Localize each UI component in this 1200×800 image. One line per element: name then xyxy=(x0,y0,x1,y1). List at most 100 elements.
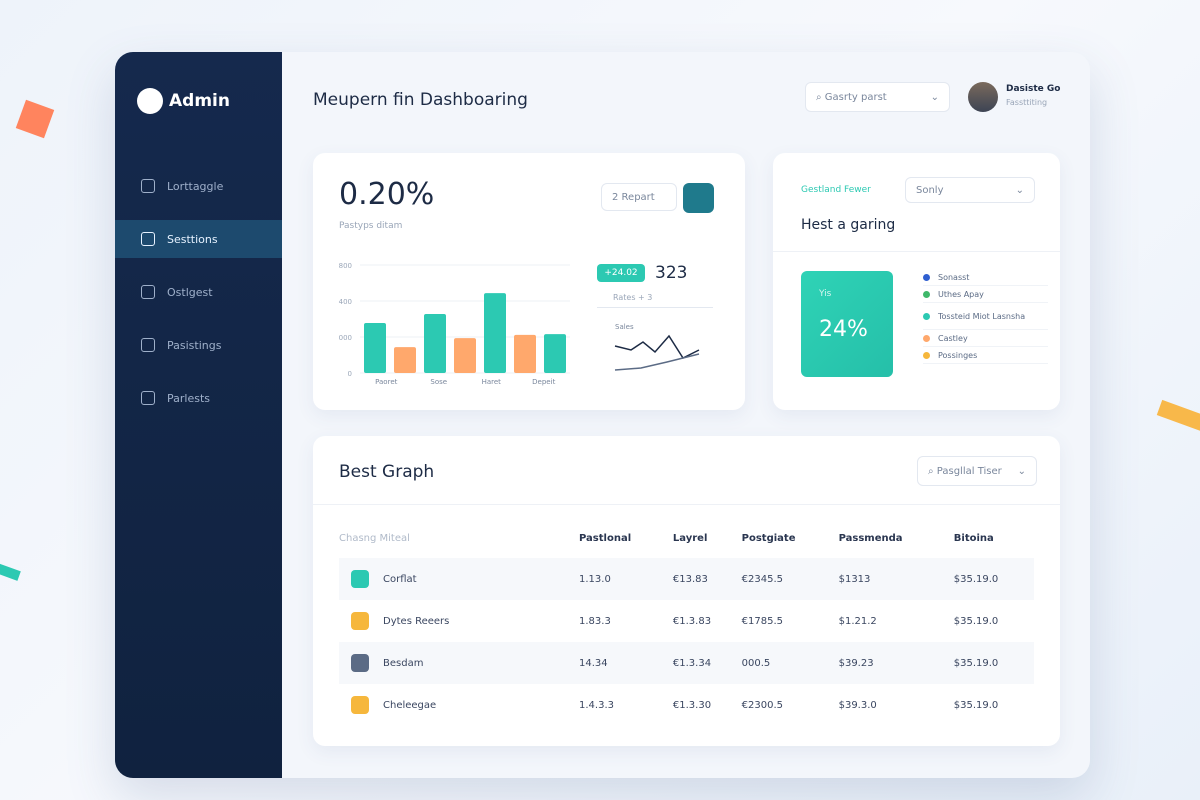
cell-text: $39.23 xyxy=(838,657,874,669)
legend-item: Uthes Apay xyxy=(923,286,1048,303)
cell-text: €1.3.83 xyxy=(672,615,712,627)
legend-dot xyxy=(923,312,930,320)
divider xyxy=(597,307,713,308)
nav-icon xyxy=(141,179,155,193)
table-row[interactable]: Corflat 1.13.0 €13.83 €2345.5 $1313 $35.19.0 xyxy=(339,558,1034,600)
nav-label: Sesttions xyxy=(167,232,218,246)
legend-text: Possinges xyxy=(938,350,978,360)
nav-item[interactable]: Ostlgest xyxy=(115,273,282,311)
report-text: 2 Repart xyxy=(612,191,655,203)
table-search[interactable]: ⌕ Pasgllal Tiser ⌄ xyxy=(917,456,1037,486)
cell-text: 000.5 xyxy=(741,657,771,669)
side-heading: Hest a garing xyxy=(801,217,896,233)
bar xyxy=(394,347,416,373)
kpi-tile: Yis 24% xyxy=(801,271,893,377)
cell-text: $35.19.0 xyxy=(953,615,999,627)
table-cell: $35.19.0 xyxy=(954,558,1034,600)
column-header: Layrel xyxy=(672,532,708,544)
report-button[interactable]: 2 Repart xyxy=(601,183,677,211)
table-cell: $1313 xyxy=(839,558,954,600)
nav-icon xyxy=(141,232,155,246)
table-cell: $35.19.0 xyxy=(954,642,1034,684)
cell-text: €13.83 xyxy=(672,573,708,585)
tile-value: 24% xyxy=(819,317,868,342)
legend-item: Tossteid Miot Lasnsha xyxy=(923,303,1048,330)
table-cell: 14.34 xyxy=(579,642,673,684)
user-name: Dasiste Go xyxy=(1006,84,1061,94)
side-select[interactable]: Sonly ⌄ xyxy=(905,177,1035,203)
column-header: Bitoina xyxy=(953,532,994,544)
nav-label: Pasistings xyxy=(167,338,222,352)
cell-text: €1.3.34 xyxy=(672,657,712,669)
bar xyxy=(514,334,536,373)
row-icon xyxy=(351,570,369,588)
y-tick-label: 400 xyxy=(339,298,352,306)
row-icon xyxy=(351,696,369,714)
nav-label: Ostlgest xyxy=(167,285,213,299)
y-tick-label: 000 xyxy=(339,334,352,342)
legend-item: Possinges xyxy=(923,347,1048,364)
table-cell: $39.23 xyxy=(839,642,954,684)
bar xyxy=(484,293,506,373)
legend-text: Sonasst xyxy=(938,272,970,282)
nav-label: Parlests xyxy=(167,391,211,405)
nav-item[interactable]: Pasistings xyxy=(115,326,282,364)
table-cell: Corflat xyxy=(339,558,579,600)
cell-text: Cheleegae xyxy=(383,700,437,711)
select-text: Sonly xyxy=(916,184,944,196)
table-cell: €1.3.83 xyxy=(673,600,742,642)
table-cell: Dytes Reeers xyxy=(339,600,579,642)
column-header: Pastlonal xyxy=(579,532,632,544)
column-header: Postgiate xyxy=(741,532,796,544)
stat-card: 0.20% Pastyps ditam 2 Repart 0 000 400 800 P… xyxy=(313,153,745,410)
edit-button[interactable] xyxy=(683,183,714,213)
table-row[interactable]: Dytes Reeers 1.83.3 €1.3.83 €1785.5 $1.21.2 $… xyxy=(339,600,1034,642)
table-cell: €1.3.30 xyxy=(673,684,742,726)
cell-text: $35.19.0 xyxy=(953,657,999,669)
search-box[interactable]: ⌕ Gasrty parst ⌄ xyxy=(805,82,950,112)
brand[interactable]: Admin xyxy=(137,88,230,114)
table-cell: 1.83.3 xyxy=(579,600,673,642)
table-cell: $39.3.0 xyxy=(839,684,954,726)
cell-text: $35.19.0 xyxy=(953,573,999,585)
decor xyxy=(15,99,55,139)
nav-label: Lorttaggle xyxy=(167,179,224,193)
cell-text: $35.19.0 xyxy=(953,699,999,711)
cell-text: Dytes Reeers xyxy=(383,616,450,627)
cell-text: €1.3.30 xyxy=(672,699,712,711)
nav-item[interactable]: Parlests xyxy=(115,379,282,417)
cell-text: €1785.5 xyxy=(741,615,784,627)
table-cell: $35.19.0 xyxy=(954,600,1034,642)
nav-item[interactable]: Sesttions xyxy=(115,220,282,258)
table-cell: $35.19.0 xyxy=(954,684,1034,726)
side-label: Gestland Fewer xyxy=(801,185,871,195)
table-cell: $1.21.2 xyxy=(839,600,954,642)
badge: +24.02 xyxy=(597,264,645,282)
avatar[interactable] xyxy=(968,82,998,112)
bar xyxy=(424,313,446,373)
table-row[interactable]: Cheleegae 1.4.3.3 €1.3.30 €2300.5 $39.3.0 $35… xyxy=(339,684,1034,726)
legend: Sonasst Uthes Apay Tossteid Miot Lasnsha Ca… xyxy=(923,269,1048,364)
tile-label: Yis xyxy=(819,289,832,299)
sidebar: Admin Lorttaggle Sesttions Ostlgest Pasisti… xyxy=(115,52,282,778)
table-cell: Besdam xyxy=(339,642,579,684)
data-table: Chasng Miteal Pastlonal Layrel Postgiate Pas… xyxy=(339,518,1034,726)
x-tick-label: Sose xyxy=(430,378,447,386)
brand-name: Admin xyxy=(169,91,230,111)
table-card: Best Graph ⌕ Pasgllal Tiser ⌄ Chasng Mite… xyxy=(313,436,1060,746)
table-search-text: Pasgllal Tiser xyxy=(936,465,1002,477)
cell-text: 1.83.3 xyxy=(579,615,611,627)
cell-text: 1.13.0 xyxy=(579,573,611,585)
nav-icon xyxy=(141,285,155,299)
table-row[interactable]: Besdam 14.34 €1.3.34 000.5 $39.23 $35.19.0 xyxy=(339,642,1034,684)
stat-subtitle: Pastyps ditam xyxy=(339,221,403,231)
divider xyxy=(313,504,1060,505)
table-cell: 1.13.0 xyxy=(579,558,673,600)
table-cell: €1.3.34 xyxy=(673,642,742,684)
legend-item: Castley xyxy=(923,330,1048,347)
nav-icon xyxy=(141,391,155,405)
nav-item[interactable]: Lorttaggle xyxy=(115,167,282,205)
page-title: Meupern fin Dashboaring xyxy=(313,90,528,110)
